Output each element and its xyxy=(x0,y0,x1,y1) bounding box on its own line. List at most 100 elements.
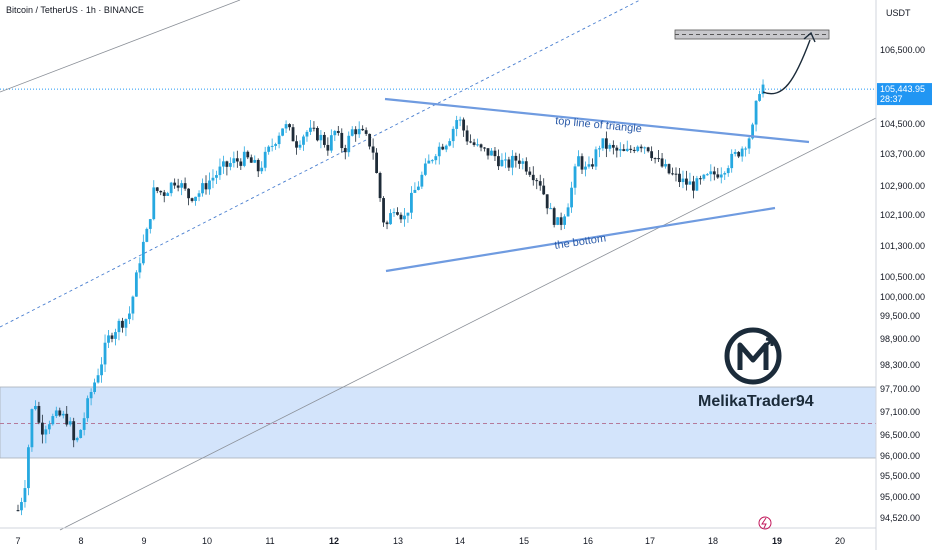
candle-body xyxy=(322,134,326,145)
candle-body xyxy=(159,190,163,193)
candle-body xyxy=(695,178,699,191)
y-tick-label: 101,300.00 xyxy=(880,241,925,251)
candle-body xyxy=(441,146,445,150)
candle-body xyxy=(347,135,351,153)
lightning-bolt-icon xyxy=(761,517,767,529)
candle-body xyxy=(608,144,612,149)
candle-body xyxy=(197,193,201,197)
y-tick-label: 102,900.00 xyxy=(880,181,925,191)
candle-body xyxy=(23,488,27,503)
candle-body xyxy=(580,156,584,170)
candle-body xyxy=(510,155,514,168)
candle-body xyxy=(270,145,274,147)
candle-body xyxy=(218,166,222,176)
candle-body xyxy=(500,159,504,167)
y-tick-label: 97,100.00 xyxy=(880,407,920,417)
candle-body xyxy=(232,158,236,164)
candle-body xyxy=(761,84,765,95)
x-tick-label: 13 xyxy=(393,536,403,546)
candle-body xyxy=(747,138,751,149)
candle-body xyxy=(316,127,319,141)
candle-body xyxy=(517,160,521,164)
candle-body xyxy=(336,131,340,133)
candle-body xyxy=(145,228,149,242)
candle-body xyxy=(754,100,758,125)
x-tick-label: 18 xyxy=(708,536,718,546)
candle-body xyxy=(166,193,170,196)
y-tick-label: 96,500.00 xyxy=(880,430,920,440)
candle-body xyxy=(726,168,730,174)
y-tick-label: 103,700.00 xyxy=(880,149,925,159)
candle-body xyxy=(524,161,528,172)
x-tick-label: 7 xyxy=(15,536,20,546)
candle-body xyxy=(385,222,389,225)
candle-body xyxy=(712,171,716,175)
alert-lightning-icon xyxy=(758,516,772,530)
candle-body xyxy=(570,187,573,208)
candle-body xyxy=(737,152,741,157)
candle-body xyxy=(486,148,490,156)
x-tick-label: 9 xyxy=(141,536,146,546)
logo-arrow-icon xyxy=(759,337,774,352)
candle-body xyxy=(587,164,591,167)
candle-body xyxy=(455,120,459,129)
candle-body xyxy=(242,151,246,166)
candle-body xyxy=(632,149,636,152)
annotation-bottom: the bottom xyxy=(554,232,607,252)
y-tick-label: 99,500.00 xyxy=(880,311,920,321)
candle-body xyxy=(403,215,406,220)
candle-body xyxy=(681,178,685,183)
candle-body xyxy=(615,147,619,151)
candle-body xyxy=(134,272,138,297)
candle-body xyxy=(671,173,674,175)
y-tick-label: 98,300.00 xyxy=(880,360,920,370)
candle-body xyxy=(246,151,250,158)
y-tick-label: 100,500.00 xyxy=(880,272,925,282)
candle-body xyxy=(531,174,535,181)
candle-body xyxy=(138,263,142,273)
y-tick-label: 97,700.00 xyxy=(880,384,920,394)
candle-body xyxy=(730,153,734,169)
candle-body xyxy=(758,94,761,101)
candle-body xyxy=(173,182,177,186)
candle-body xyxy=(504,159,507,161)
candle-body xyxy=(462,119,466,131)
candle-body xyxy=(284,124,288,129)
candle-body xyxy=(420,174,424,187)
x-tick-label: 11 xyxy=(265,536,274,546)
candle-body xyxy=(152,187,156,220)
candle-body xyxy=(396,212,399,215)
y-tick-label: 106,500.00 xyxy=(880,45,925,55)
candle-body xyxy=(201,183,204,194)
candle-body xyxy=(507,159,511,168)
candle-body xyxy=(563,216,566,225)
candle-body xyxy=(357,128,361,135)
candle-body xyxy=(40,422,44,435)
candle-body xyxy=(611,144,615,148)
candle-body xyxy=(413,189,417,193)
candle-body xyxy=(389,213,392,225)
candle-body xyxy=(591,164,594,167)
candle-body xyxy=(326,144,330,151)
candle-body xyxy=(340,132,344,149)
x-tick-label: 19 xyxy=(772,536,782,546)
candle-body xyxy=(277,135,281,145)
candle-body xyxy=(410,192,413,213)
candle-body xyxy=(674,173,678,175)
candle-body xyxy=(305,131,309,137)
candle-body xyxy=(667,164,671,174)
candle-body xyxy=(483,147,486,149)
candle-body xyxy=(329,135,333,151)
candle-body xyxy=(61,413,65,416)
candle-body xyxy=(448,141,452,146)
candle-body xyxy=(54,410,58,417)
candle-body xyxy=(629,148,633,150)
candle-body xyxy=(382,198,385,223)
candle-body xyxy=(476,144,479,146)
candle-body xyxy=(291,127,295,142)
candle-body xyxy=(437,146,441,157)
candle-body xyxy=(121,320,124,328)
candle-body xyxy=(559,217,563,225)
candle-body xyxy=(643,147,647,149)
